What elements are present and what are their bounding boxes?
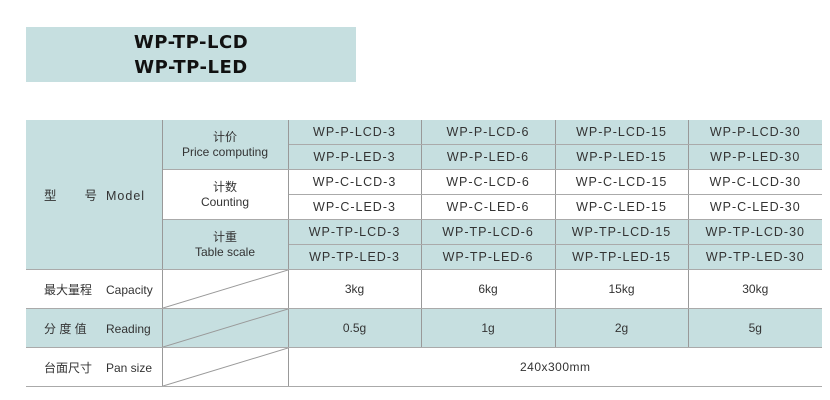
model-header-cn: 型 号 [44, 189, 99, 203]
model-cell: WP-P-LED-3 [288, 144, 422, 170]
pan_size-label: 台面尺寸 Pan size [26, 347, 163, 387]
pan_size-label-en: Pan size [106, 360, 153, 375]
reading-label-cn: 分 度 值 [44, 321, 87, 336]
model-cell: WP-P-LED-30 [688, 144, 822, 170]
model-cell: WP-P-LCD-6 [421, 120, 556, 145]
title-line-1: WP-TP-LCD [133, 31, 249, 53]
table-row: 型 号 Model 计价 Price computing WP-P-LCD-3 WP-P-… [26, 120, 822, 270]
reading-value: 0.5g [288, 308, 422, 348]
group-label-en: Price computing [181, 144, 269, 159]
pan-size-value: 240x300mm [288, 347, 822, 387]
model-cell: WP-C-LED-6 [421, 194, 556, 220]
table-row: 计数 Counting WP-C-LCD-3 WP-C-LCD-6 WP-C-LCD-1… [26, 169, 822, 220]
reading-label: 分 度 值 Reading [26, 308, 163, 348]
table-row-reading: 分 度 值 Reading 0.5g 1g 2g 5g [26, 308, 822, 348]
table-row: WP-TP-LED-3 WP-TP-LED-6 WP-TP-LED-15 WP-TP-… [26, 244, 822, 270]
title-box: WP-TP-LCD WP-TP-LED [26, 27, 356, 82]
diagonal-line [163, 348, 288, 386]
group-label-cn: 计重 [212, 229, 237, 244]
table-row-pan_size: 台面尺寸 Pan size 240x300mm [26, 347, 822, 387]
pan_size-label-cn: 台面尺寸 [44, 360, 93, 375]
model-cell: WP-P-LCD-15 [555, 120, 689, 145]
group-label-cn: 计价 [212, 129, 237, 144]
capacity-label: 最大量程 Capacity [26, 269, 163, 309]
empty-diagonal-cell [162, 269, 289, 309]
model-header-en: Model [106, 189, 146, 203]
model-cell: WP-TP-LED-15 [555, 244, 689, 270]
model-cell: WP-C-LED-3 [288, 194, 422, 220]
model-cell: WP-C-LCD-3 [288, 169, 422, 195]
title-line-2: WP-TP-LED [134, 56, 248, 78]
model-cell: WP-P-LED-6 [421, 144, 556, 170]
model-cell: WP-P-LCD-30 [688, 120, 822, 145]
model-cell: WP-P-LCD-3 [288, 120, 422, 145]
reading-value: 2g [555, 308, 689, 348]
capacity-label-cn: 最大量程 [44, 282, 93, 297]
reading-value: 5g [688, 308, 822, 348]
model-cell: WP-TP-LED-3 [288, 244, 422, 270]
group-label: 计价 Price computing [162, 120, 289, 170]
model-cell: WP-TP-LED-30 [688, 244, 822, 270]
model-cell: WP-TP-LCD-15 [555, 219, 689, 245]
model-cell: WP-TP-LED-6 [421, 244, 556, 270]
group-label: 计重 Table scale [162, 219, 289, 270]
group-label-en: Table scale [194, 244, 256, 259]
model-cell: WP-C-LED-15 [555, 194, 689, 220]
capacity-value: 3kg [288, 269, 422, 309]
group-label-cn: 计数 [212, 179, 237, 194]
model-header: 型 号 Model [26, 120, 163, 270]
capacity-label-en: Capacity [106, 282, 153, 297]
group-label-en: Counting [200, 194, 250, 209]
table-row-capacity: 最大量程 Capacity 3kg 6kg 15kg 30kg [26, 269, 822, 309]
model-cell: WP-TP-LCD-30 [688, 219, 822, 245]
reading-value: 1g [421, 308, 556, 348]
model-cell: WP-TP-LCD-3 [288, 219, 422, 245]
table-row: 计重 Table scale WP-TP-LCD-3 WP-TP-LCD-6 WP-TP… [26, 219, 822, 270]
table-row: WP-P-LED-3 WP-P-LED-6 WP-P-LED-15 WP-P-LED-… [26, 144, 822, 170]
capacity-value: 6kg [421, 269, 556, 309]
model-cell: WP-TP-LCD-6 [421, 219, 556, 245]
model-cell: WP-C-LED-30 [688, 194, 822, 220]
capacity-value: 15kg [555, 269, 689, 309]
model-cell: WP-C-LCD-30 [688, 169, 822, 195]
model-cell: WP-C-LCD-15 [555, 169, 689, 195]
model-cell: WP-P-LED-15 [555, 144, 689, 170]
spec-table: 型 号 Model 计价 Price computing WP-P-LCD-3 WP-P-… [26, 120, 822, 387]
empty-diagonal-cell [162, 308, 289, 348]
model-cell: WP-C-LCD-6 [421, 169, 556, 195]
capacity-value: 30kg [688, 269, 822, 309]
reading-label-en: Reading [106, 321, 151, 336]
diagonal-line [163, 309, 288, 347]
table-row: WP-C-LED-3 WP-C-LED-6 WP-C-LED-15 WP-C-LED-… [26, 194, 822, 220]
empty-diagonal-cell [162, 347, 289, 387]
group-label: 计数 Counting [162, 169, 289, 220]
diagonal-line [163, 270, 288, 308]
